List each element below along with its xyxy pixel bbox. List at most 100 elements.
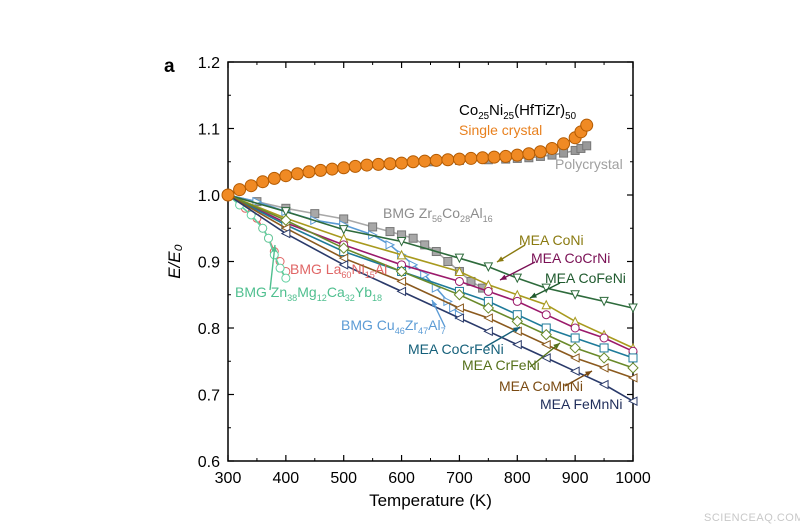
label-bmg-zr: BMG Zr56Co28Al16	[383, 205, 493, 224]
data-point	[395, 156, 409, 170]
data-point	[454, 313, 464, 323]
data-point	[511, 315, 523, 328]
data-point	[385, 227, 395, 237]
data-point	[281, 207, 291, 217]
data-point	[302, 165, 316, 179]
x-tick-label: 300	[215, 470, 242, 487]
data-point	[429, 153, 443, 167]
data-point	[598, 363, 609, 373]
data-point	[541, 310, 551, 320]
data-point	[570, 290, 580, 300]
data-point	[396, 249, 407, 260]
data-point	[487, 150, 501, 164]
label-bmg-la: BMG La60Ni15Al	[290, 261, 387, 280]
x-tick-label: 900	[562, 470, 589, 487]
data-point	[396, 237, 407, 247]
y-tick-label: 0.7	[198, 388, 220, 405]
data-point	[483, 286, 493, 296]
data-point	[337, 161, 351, 175]
panel-label: a	[164, 56, 175, 77]
data-point	[406, 155, 420, 169]
arrow-mea-crfeni	[529, 342, 561, 368]
data-point	[396, 286, 407, 297]
y-tick-label: 0.6	[198, 454, 220, 471]
data-point	[454, 276, 464, 286]
data-point	[598, 379, 609, 390]
data-point	[256, 175, 270, 189]
label-mea-comnni: MEA CoMnNi	[499, 378, 583, 394]
data-point	[628, 353, 638, 363]
series-mea-cofeni	[223, 190, 638, 314]
data-point	[233, 183, 247, 197]
arrow-head	[513, 327, 520, 333]
data-point	[464, 151, 478, 165]
data-point	[476, 151, 490, 165]
data-point	[512, 273, 523, 284]
data-point	[385, 240, 396, 250]
y-axis-label: E/E₀	[165, 244, 184, 279]
data-point	[281, 273, 291, 283]
x-tick-label: 700	[446, 470, 473, 487]
label-mea-femnni: MEA FeMnNi	[540, 396, 622, 412]
data-point	[628, 303, 638, 314]
data-point	[280, 228, 291, 239]
data-point	[280, 214, 292, 226]
watermark: SCIENCEAQ.COM	[704, 512, 800, 524]
y-tick-label: 1.0	[198, 188, 220, 205]
series-mea-crfeni	[222, 189, 639, 374]
data-point	[570, 366, 580, 377]
label-single-crystal: Single crystal	[459, 122, 542, 138]
data-point	[482, 302, 495, 314]
data-point	[264, 233, 273, 243]
data-point	[258, 223, 268, 233]
data-point	[483, 262, 494, 272]
data-point	[420, 269, 430, 280]
y-tick-label: 1.1	[198, 122, 220, 139]
x-tick-label: 500	[330, 470, 357, 487]
data-point	[570, 323, 580, 333]
data-point	[368, 222, 378, 232]
data-point	[338, 260, 349, 270]
data-point	[599, 333, 609, 343]
label-polycrystal: Polycrystal	[555, 156, 623, 172]
data-point	[541, 283, 552, 294]
data-point	[267, 171, 281, 185]
x-tick-label: 1000	[615, 470, 651, 487]
data-point	[570, 353, 580, 363]
x-tick-label: 400	[273, 470, 300, 487]
data-point	[338, 242, 350, 254]
y-tick-label: 0.8	[198, 321, 220, 338]
data-point	[541, 353, 551, 363]
data-point	[512, 339, 522, 350]
x-tick-label: 800	[504, 470, 531, 487]
data-point	[522, 147, 536, 161]
arrow-shaft	[484, 326, 521, 348]
data-point	[599, 296, 609, 307]
data-point	[396, 276, 407, 287]
data-point	[540, 328, 552, 341]
data-point	[569, 342, 581, 354]
data-point	[598, 352, 610, 364]
label-bmg-zn: BMG Zn38Mg12Ca32Yb18	[235, 284, 382, 303]
data-point	[533, 145, 547, 159]
data-point	[452, 152, 466, 166]
data-point	[325, 162, 339, 176]
data-point	[627, 362, 639, 374]
arrow-shaft	[269, 244, 276, 291]
data-point	[582, 141, 592, 151]
data-point	[395, 265, 408, 278]
data-point	[454, 266, 465, 276]
data-point	[570, 333, 580, 343]
data-point	[338, 225, 349, 235]
arrow-head	[497, 256, 504, 262]
data-point	[371, 157, 385, 171]
data-point	[599, 343, 609, 353]
data-point	[441, 153, 455, 167]
data-point	[454, 253, 465, 264]
data-point	[383, 157, 397, 171]
data-point	[541, 339, 551, 350]
data-point	[408, 233, 418, 243]
arrow-mea-cocrfeni	[484, 326, 521, 348]
arrow-mea-cocrni	[499, 261, 536, 281]
